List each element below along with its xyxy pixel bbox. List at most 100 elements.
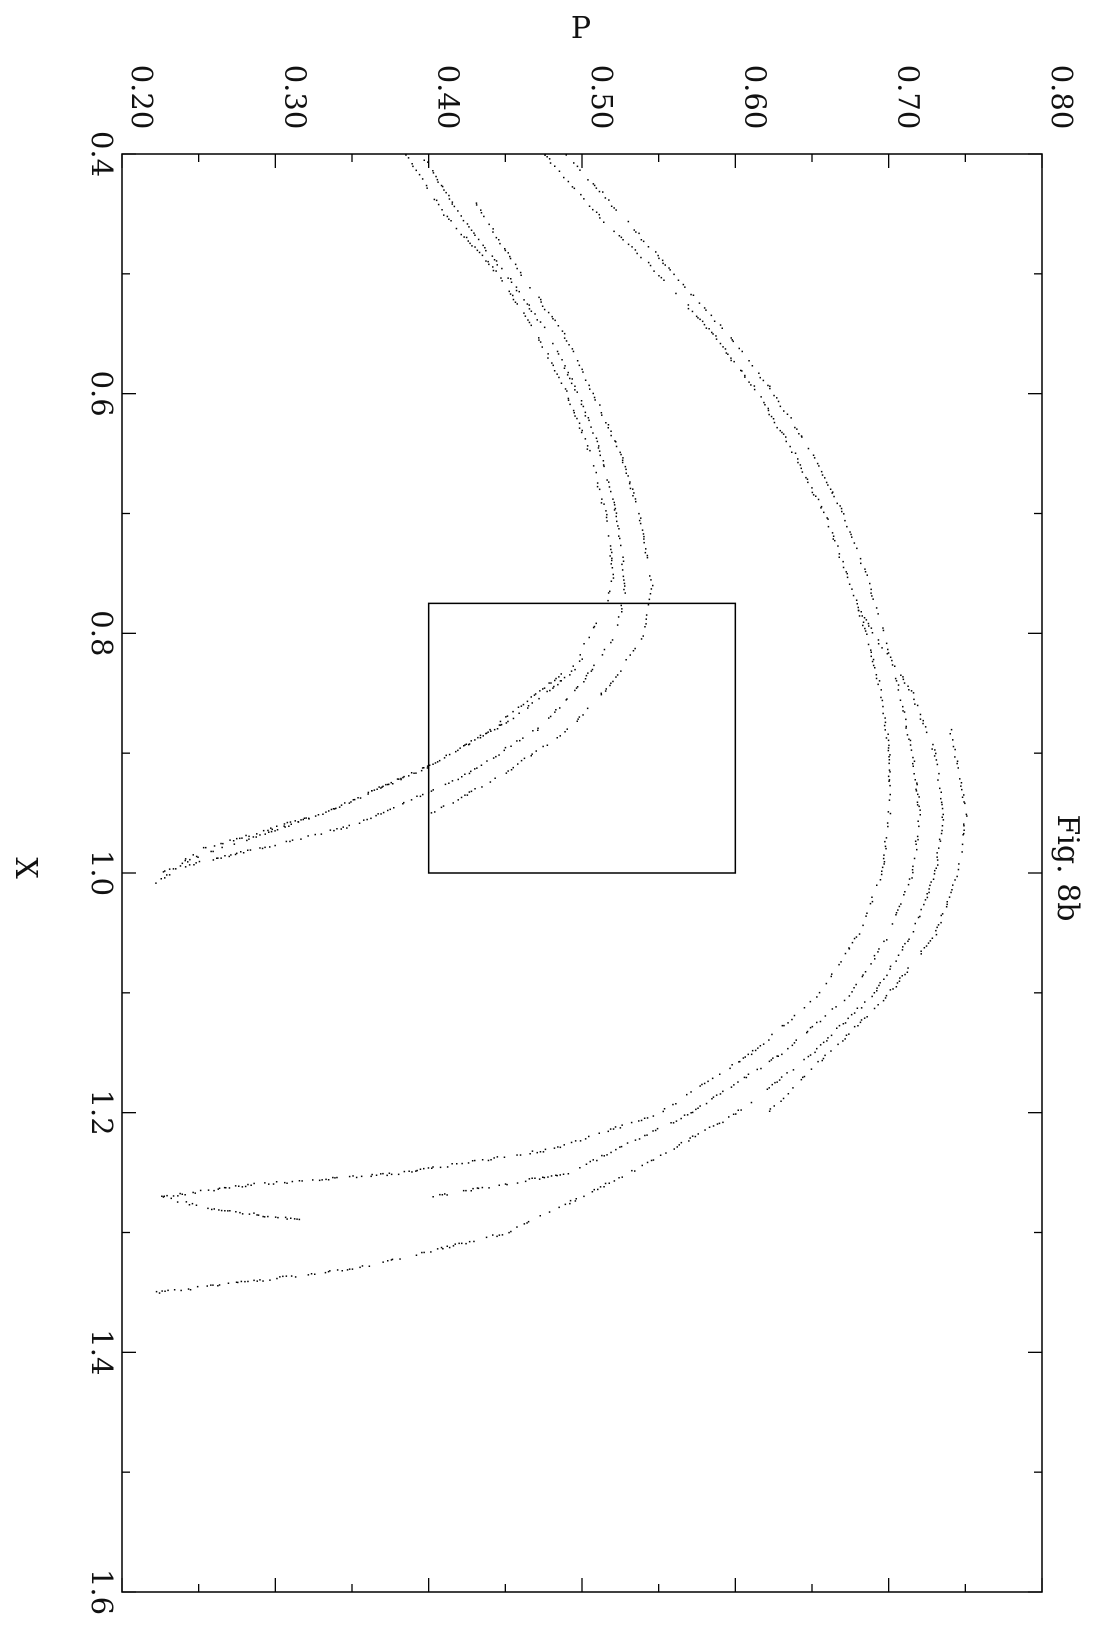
scatter-point bbox=[849, 531, 851, 533]
scatter-point bbox=[883, 978, 885, 980]
scatter-point bbox=[821, 1059, 823, 1062]
scatter-point bbox=[479, 737, 482, 739]
scatter-point bbox=[787, 1022, 789, 1024]
scatter-point bbox=[894, 677, 897, 680]
scatter-point bbox=[888, 779, 891, 781]
scatter-point bbox=[735, 1113, 737, 1115]
scatter-point bbox=[610, 1151, 612, 1154]
scatter-point bbox=[567, 1173, 570, 1175]
scatter-point bbox=[245, 834, 247, 837]
scatter-point bbox=[539, 690, 541, 692]
scatter-point bbox=[426, 767, 429, 769]
scatter-point bbox=[721, 327, 723, 329]
scatter-point bbox=[437, 203, 440, 206]
scatter-point bbox=[768, 1110, 771, 1112]
scatter-point bbox=[610, 548, 612, 551]
scatter-point bbox=[465, 236, 468, 239]
scatter-point bbox=[559, 1146, 562, 1149]
scatter-point bbox=[222, 842, 224, 845]
scatter-point bbox=[826, 1040, 828, 1042]
scatter-point bbox=[711, 1077, 714, 1080]
scatter-point bbox=[598, 1132, 600, 1134]
scatter-point bbox=[722, 1121, 724, 1124]
scatter-point bbox=[484, 247, 486, 249]
scatter-point bbox=[886, 974, 888, 977]
scatter-point bbox=[477, 238, 480, 241]
scatter-point bbox=[932, 878, 935, 880]
scatter-point bbox=[634, 1170, 636, 1172]
scatter-point bbox=[476, 249, 479, 252]
scatter-point bbox=[830, 975, 832, 978]
scatter-point bbox=[564, 388, 567, 390]
scatter-point bbox=[539, 1215, 541, 1217]
scatter-point bbox=[822, 1057, 825, 1060]
scatter-point bbox=[810, 1068, 813, 1070]
scatter-point bbox=[940, 801, 943, 804]
scatter-point bbox=[604, 1182, 607, 1185]
scatter-point bbox=[742, 1057, 745, 1059]
scatter-point bbox=[756, 1068, 758, 1071]
scatter-point bbox=[553, 1147, 556, 1149]
scatter-point bbox=[866, 633, 868, 635]
scatter-point bbox=[732, 1113, 735, 1115]
scatter-point bbox=[242, 852, 245, 854]
scatter-point bbox=[621, 611, 623, 613]
scatter-point bbox=[821, 474, 824, 476]
scatter-point bbox=[842, 1023, 845, 1025]
scatter-point bbox=[468, 226, 470, 228]
scatter-point bbox=[963, 832, 965, 835]
scatter-point bbox=[526, 303, 529, 305]
scatter-point bbox=[421, 178, 424, 180]
scatter-point bbox=[423, 159, 425, 161]
scatter-point bbox=[608, 481, 610, 483]
scatter-point bbox=[289, 821, 292, 823]
scatter-point bbox=[857, 606, 859, 609]
scatter-point bbox=[857, 1025, 859, 1027]
scatter-point bbox=[462, 1189, 465, 1192]
scatter-point bbox=[649, 575, 651, 577]
scatter-point bbox=[824, 477, 826, 479]
scatter-point bbox=[509, 293, 512, 295]
scatter-point bbox=[638, 232, 640, 235]
scatter-point bbox=[619, 537, 621, 540]
scatter-point bbox=[673, 273, 675, 276]
scatter-point bbox=[155, 882, 157, 884]
p-tick-label: 0.50 bbox=[585, 65, 619, 130]
scatter-point bbox=[827, 1037, 829, 1039]
scatter-point bbox=[933, 873, 936, 875]
scatter-point bbox=[344, 802, 346, 804]
scatter-point bbox=[910, 690, 913, 692]
scatter-point bbox=[856, 1007, 859, 1009]
scatter-point bbox=[501, 267, 503, 270]
scatter-point bbox=[307, 1274, 310, 1276]
scatter-point bbox=[382, 785, 384, 788]
scatter-point bbox=[348, 1175, 351, 1178]
scatter-point bbox=[160, 878, 162, 880]
scatter-point bbox=[507, 252, 509, 254]
scatter-point bbox=[883, 863, 885, 865]
scatter-point bbox=[193, 864, 195, 866]
scatter-point bbox=[448, 1246, 451, 1249]
scatter-point bbox=[207, 1189, 210, 1191]
scatter-point bbox=[249, 849, 252, 851]
scatter-point bbox=[448, 218, 450, 220]
scatter-point bbox=[632, 650, 635, 652]
scatter-point bbox=[578, 716, 581, 718]
scatter-point bbox=[889, 754, 891, 756]
scatter-point bbox=[538, 337, 540, 339]
scatter-point bbox=[647, 246, 650, 248]
scatter-point bbox=[555, 709, 557, 711]
scatter-point bbox=[516, 267, 518, 270]
scatter-point bbox=[305, 817, 307, 819]
scatter-point bbox=[552, 364, 554, 367]
scatter-point bbox=[809, 1000, 812, 1003]
scatter-point bbox=[791, 451, 793, 453]
scatter-point bbox=[649, 264, 652, 267]
scatter-point bbox=[677, 279, 680, 281]
scatter-point bbox=[924, 899, 927, 901]
scatter-point bbox=[652, 1130, 654, 1132]
scatter-point bbox=[330, 808, 333, 811]
scatter-point bbox=[719, 1093, 722, 1095]
scatter-point bbox=[909, 739, 912, 742]
scatter-point bbox=[769, 385, 771, 387]
